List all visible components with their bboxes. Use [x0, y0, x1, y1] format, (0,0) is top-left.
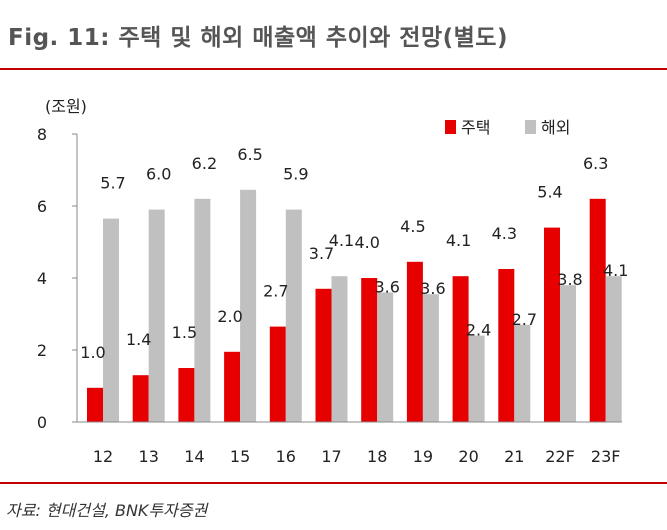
bar-housing-19 [406, 261, 423, 422]
x-tick-label-19: 19 [413, 447, 433, 466]
data-label-overseas-13: 6.0 [146, 165, 171, 184]
legend-label-housing: 주택 [461, 118, 490, 137]
data-label-housing-21: 4.3 [492, 224, 517, 243]
bar-overseas-23F [605, 276, 622, 422]
bar-overseas-21 [514, 324, 531, 422]
data-label-overseas-17: 4.1 [329, 231, 354, 250]
bar-overseas-17 [331, 276, 348, 422]
x-tick-label-20: 20 [458, 447, 478, 466]
y-unit-label: (조원) [45, 97, 87, 116]
bar-overseas-12 [103, 218, 119, 422]
data-label-housing-19: 4.5 [400, 217, 425, 236]
bar-housing-18 [361, 278, 378, 422]
bar-overseas-15 [240, 189, 257, 422]
bar-overseas-22F [560, 285, 576, 422]
bar-housing-17 [315, 288, 332, 422]
legend-swatch-housing [445, 120, 456, 134]
bar-overseas-16 [285, 209, 302, 422]
bar-housing-13 [132, 375, 149, 422]
data-label-housing-14: 1.5 [172, 323, 197, 342]
bar-housing-23F [589, 198, 606, 422]
legend-label-overseas: 해외 [541, 118, 570, 137]
data-labels: 1.05.71.46.01.56.22.06.52.75.93.74.1 4.03… [80, 145, 628, 362]
bar-housing-12 [87, 387, 103, 422]
x-tick-label-14: 14 [184, 447, 204, 466]
x-tick-label-18: 18 [367, 447, 387, 466]
bar-chart: (조원) 0 2 4 6 8 1.0 5.7 1.4 6.0 1.5 6.2 2.0 6.5 2.7 5.9… [37, 97, 629, 466]
source-divider [0, 482, 667, 484]
data-label-overseas-14: 6.2 [192, 154, 217, 173]
x-tick-label-15: 15 [230, 447, 250, 466]
y-tick-label: 8 [37, 125, 47, 144]
y-tick-label: 2 [37, 341, 47, 360]
data-label-overseas-12: 5.7 [100, 174, 125, 193]
data-label-housing-17: 3.7 [309, 244, 334, 263]
x-tick-label-12: 12 [93, 447, 113, 466]
data-label-housing-22F: 5.4 [537, 183, 562, 202]
bar-overseas-19 [422, 294, 439, 422]
data-label-overseas-22F: 3.8 [557, 270, 582, 289]
data-label-housing-16: 2.7 [263, 282, 288, 301]
data-label-housing-12: 1.0 [80, 343, 105, 362]
legend: 주택 해외 [445, 118, 570, 137]
bar-housing-15 [224, 351, 241, 422]
x-tick-label-16: 16 [276, 447, 296, 466]
bar-housing-20 [452, 276, 469, 422]
data-label-overseas-21: 2.7 [512, 310, 537, 329]
legend-swatch-overseas [525, 120, 536, 134]
data-label-housing-18: 4.0 [354, 233, 379, 252]
y-tick-label: 0 [37, 413, 47, 432]
data-label-overseas-16: 5.9 [283, 165, 308, 184]
y-axis: (조원) 0 2 4 6 8 [37, 97, 87, 432]
bar-overseas-14 [194, 198, 211, 422]
title-divider [0, 68, 667, 70]
data-label-overseas-20: 2.4 [466, 321, 491, 340]
y-tick-label: 4 [37, 269, 47, 288]
data-label-overseas-19: 3.6 [420, 279, 445, 298]
chart-title: Fig. 11: 주택 및 해외 매출액 추이와 전망(별도) [8, 25, 508, 51]
bar-housing-21 [498, 269, 515, 422]
x-axis: 12 13 14 15 16 17 18 19 20 21 22F 23F [77, 421, 622, 466]
data-label-overseas-15: 6.5 [237, 145, 262, 164]
bar-housing-22F [544, 227, 560, 422]
bar-overseas-13 [148, 209, 165, 422]
bars [87, 189, 622, 422]
x-tick-label-22F: 22F [545, 447, 575, 466]
data-label-housing-15: 2.0 [217, 307, 242, 326]
x-tick-label-21: 21 [504, 447, 524, 466]
data-label-housing-20: 4.1 [446, 231, 471, 250]
bar-overseas-18 [377, 292, 394, 422]
data-label-overseas-18: 3.6 [374, 277, 399, 296]
x-tick-label-23F: 23F [591, 447, 621, 466]
y-tick-label: 6 [37, 197, 47, 216]
source-note: 자료: 현대건설, BNK투자증권 [6, 501, 208, 520]
bar-housing-14 [178, 368, 195, 422]
data-label-housing-13: 1.4 [126, 330, 151, 349]
data-label-overseas-23F: 4.1 [603, 261, 628, 280]
data-label-housing-23F: 6.3 [583, 154, 608, 173]
bar-overseas-20 [468, 335, 485, 422]
x-tick-label-17: 17 [321, 447, 341, 466]
x-tick-label-13: 13 [139, 447, 159, 466]
bar-housing-16 [269, 326, 286, 422]
